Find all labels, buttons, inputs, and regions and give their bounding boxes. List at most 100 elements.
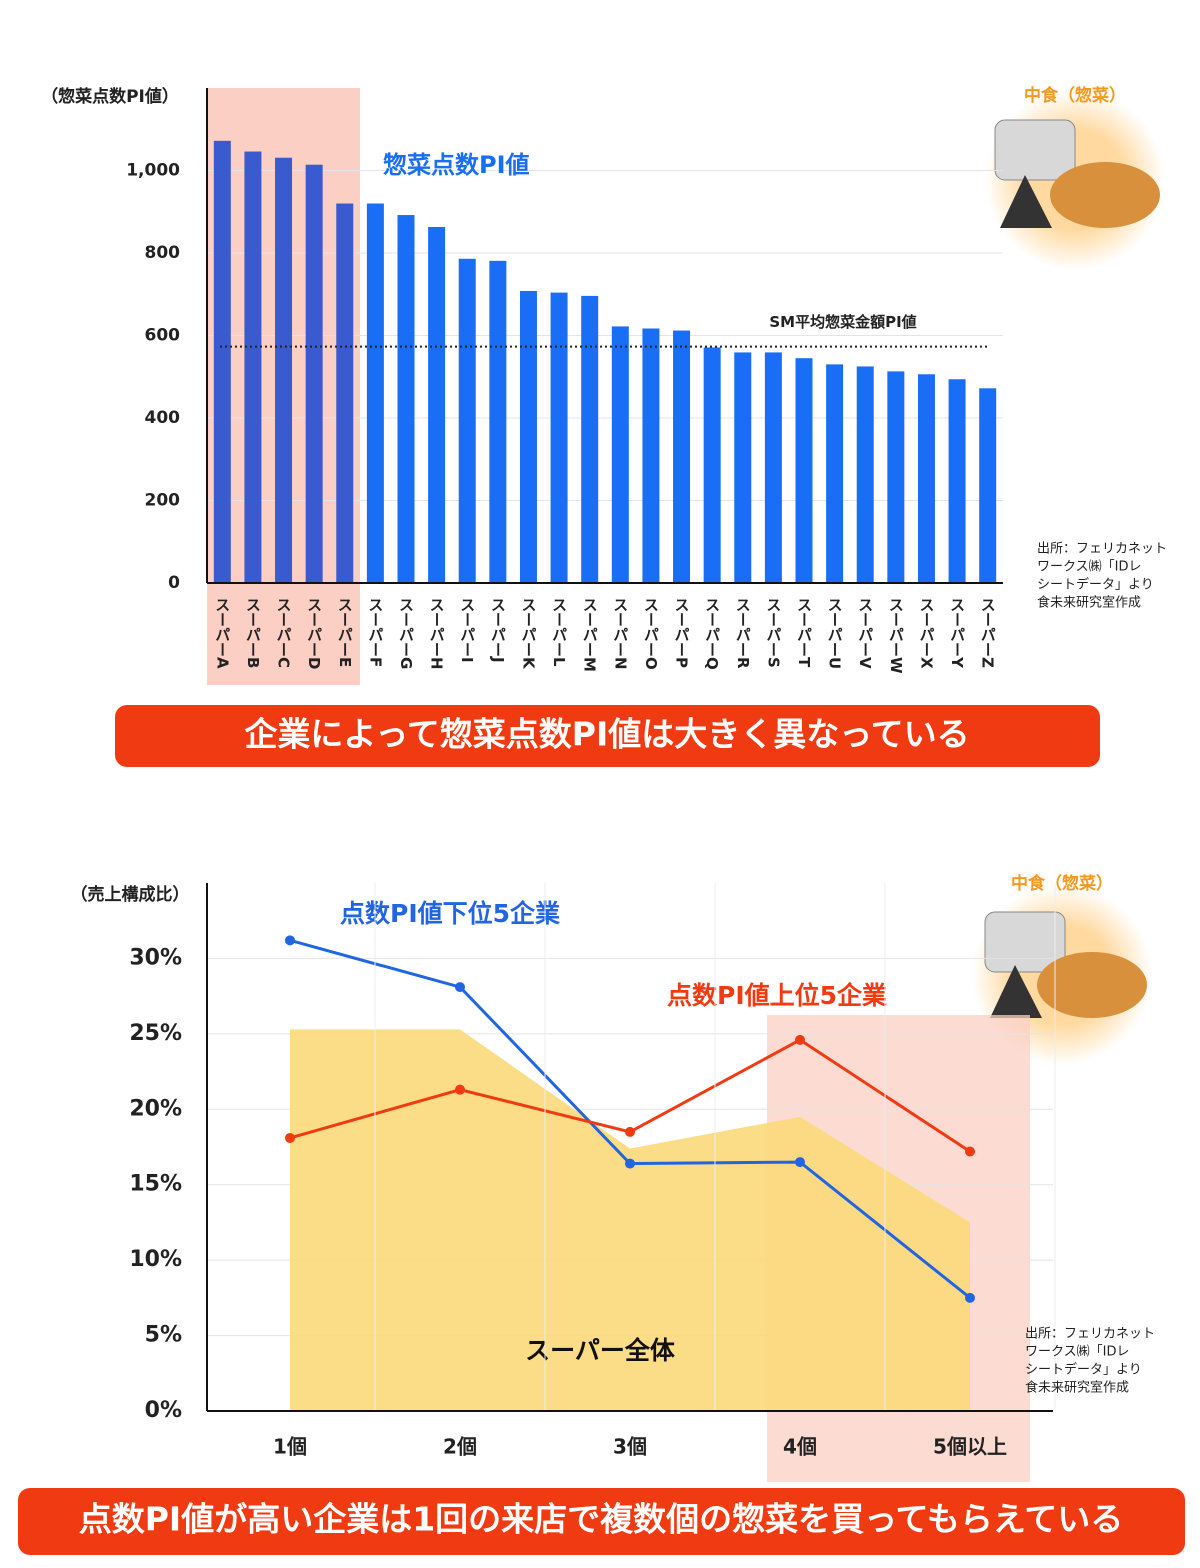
- y-tick-label: 20%: [129, 1096, 182, 1121]
- bar: [856, 366, 874, 583]
- bar: [917, 374, 935, 583]
- bar: [397, 215, 415, 584]
- source-note: 出所：フェリカネット: [1025, 1327, 1155, 1342]
- x-tick-label: スーパーB: [244, 597, 262, 668]
- x-tick-label: スーパーX: [917, 597, 935, 669]
- point: [285, 935, 295, 946]
- bar: [581, 295, 599, 583]
- x-tick-label: スーパーQ: [703, 597, 721, 670]
- bar: [519, 290, 537, 583]
- bar: [336, 203, 354, 583]
- point: [625, 1126, 635, 1137]
- point: [965, 1292, 975, 1303]
- legend-label: 点数PI値下位5企業: [340, 899, 560, 928]
- x-tick-label: スーパーY: [948, 597, 966, 669]
- x-tick-label: 1個: [273, 1435, 307, 1459]
- x-tick-label: 4個: [783, 1435, 817, 1459]
- x-tick-label: スーパーI: [458, 597, 476, 663]
- y-tick-label: 800: [145, 243, 181, 263]
- y-axis-label: （売上構成比）: [71, 884, 190, 905]
- caption: 点数PI値が高い企業は1回の来店で複数個の惣菜を買ってもらえている: [79, 1500, 1123, 1539]
- x-tick-label: スーパーC: [275, 597, 293, 668]
- bar: [979, 388, 997, 583]
- bar: [948, 379, 966, 583]
- bar: [550, 292, 568, 583]
- bar: [673, 330, 691, 583]
- point: [965, 1146, 975, 1157]
- source-note: 出所：フェリカネット: [1037, 542, 1167, 557]
- y-tick-label: 30%: [129, 945, 182, 970]
- bar: [764, 352, 782, 583]
- y-tick-label: 0: [168, 573, 180, 593]
- x-tick-label: スーパーJ: [489, 597, 507, 663]
- x-tick-label: スーパーE: [336, 597, 354, 667]
- y-tick-label: 400: [145, 408, 181, 428]
- y-tick-label: 1,000: [126, 161, 180, 181]
- x-tick-label: スーパーM: [581, 597, 599, 672]
- y-tick-label: 0%: [145, 1398, 182, 1423]
- badge-label: 中食（惣菜）: [1011, 873, 1113, 894]
- y-tick-label: 600: [145, 326, 181, 346]
- x-tick-label: スーパーF: [366, 597, 384, 667]
- point: [625, 1158, 635, 1169]
- y-tick-label: 15%: [129, 1172, 182, 1197]
- y-axis-label: （惣菜点数PI値）: [41, 86, 179, 107]
- badge-label: 中食（惣菜）: [1024, 85, 1126, 106]
- bar: [213, 140, 231, 584]
- x-tick-label: スーパーP: [673, 597, 691, 668]
- source-note: 食未来研究室作成: [1037, 595, 1141, 611]
- bar: [428, 227, 446, 583]
- x-tick-label: スーパーT: [795, 597, 813, 668]
- food-icon-1: [985, 90, 1165, 270]
- legend-label: スーパー全体: [525, 1336, 676, 1365]
- x-tick-label: スーパーR: [734, 597, 752, 669]
- x-tick-label: スーパーH: [428, 597, 446, 670]
- bar: [734, 352, 752, 583]
- y-tick-label: 200: [145, 491, 181, 511]
- x-tick-label: スーパーU: [826, 597, 844, 669]
- bar: [489, 260, 507, 583]
- y-tick-label: 5%: [145, 1323, 182, 1348]
- x-tick-label: スーパーW: [887, 597, 905, 674]
- x-tick-label: スーパーD: [305, 597, 323, 669]
- source-note: ワークス㈱「IDレ: [1025, 1345, 1129, 1360]
- caption-banner: [115, 705, 1100, 767]
- point: [795, 1034, 805, 1045]
- source-note: ワークス㈱「IDレ: [1037, 560, 1141, 575]
- source-note: 食未来研究室作成: [1025, 1380, 1129, 1396]
- bar: [611, 326, 629, 583]
- area: [290, 1029, 970, 1411]
- point: [455, 982, 465, 993]
- bar: [275, 157, 293, 583]
- bar: [887, 371, 905, 583]
- point: [795, 1157, 805, 1168]
- x-tick-label: スーパーL: [550, 597, 568, 667]
- point: [455, 1084, 465, 1095]
- x-tick-label: 2個: [443, 1435, 477, 1459]
- y-tick-label: 10%: [129, 1247, 182, 1272]
- legend-label: 点数PI値上位5企業: [667, 981, 887, 1010]
- reference-label: SM平均惣菜金額PI値: [769, 313, 916, 331]
- x-tick-label: 3個: [613, 1435, 647, 1459]
- bar: [244, 151, 262, 583]
- point: [285, 1132, 295, 1143]
- bar: [703, 347, 721, 583]
- caption-banner: [18, 1488, 1185, 1555]
- x-tick-label: スーパーV: [856, 597, 874, 669]
- x-tick-label: スーパーK: [519, 597, 537, 670]
- x-tick-label: スーパーN: [611, 597, 629, 670]
- x-tick-label: スーパーG: [397, 597, 415, 669]
- x-tick-label: スーパーS: [764, 597, 782, 668]
- caption: 企業によって惣菜点数PI値は大きく異なっている: [244, 715, 969, 754]
- bar: [458, 258, 476, 583]
- x-tick-label: 5個以上: [933, 1435, 1007, 1459]
- x-tick-label: スーパーZ: [979, 597, 997, 668]
- x-tick-label: スーパーA: [213, 597, 231, 669]
- x-tick-label: スーパーO: [642, 597, 660, 670]
- bar: [366, 203, 384, 583]
- source-note: シートデータ」より: [1037, 577, 1154, 593]
- bar: [305, 164, 323, 583]
- bar: [826, 364, 844, 583]
- series-label: 惣菜点数PI値: [383, 151, 530, 179]
